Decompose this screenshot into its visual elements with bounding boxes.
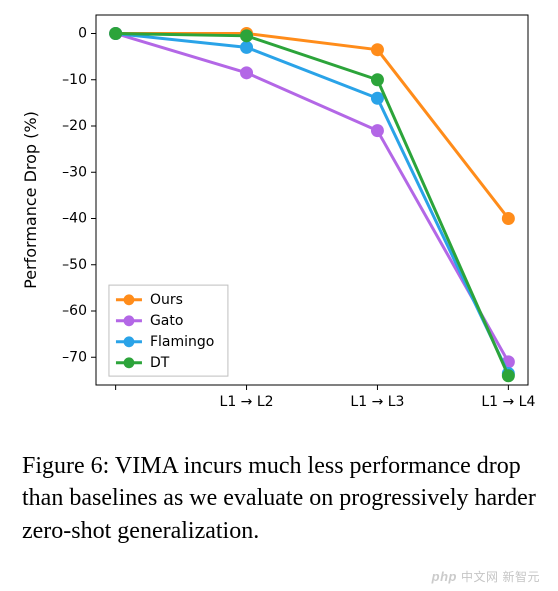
figure-caption: Figure 6: VIMA incurs much less per­form… bbox=[22, 450, 542, 547]
svg-text:L1 → L2: L1 → L2 bbox=[220, 394, 274, 410]
watermark-sub: 新智元 bbox=[502, 568, 540, 585]
performance-drop-chart: 0 –10 –20 –30 –40 –50 –60 –70 Performance Drop (… bbox=[10, 5, 550, 430]
watermark-cn: 中文网 bbox=[461, 568, 499, 585]
svg-text:Performance Drop (%): Performance Drop (%) bbox=[21, 111, 40, 289]
svg-text:L1 → L3: L1 → L3 bbox=[350, 394, 404, 410]
svg-text:–40: –40 bbox=[62, 211, 87, 227]
svg-text:–20: –20 bbox=[62, 118, 87, 134]
svg-text:Ours: Ours bbox=[150, 292, 183, 308]
svg-text:Flamingo: Flamingo bbox=[150, 334, 214, 350]
page: 0 –10 –20 –30 –40 –50 –60 –70 Performance Drop (… bbox=[0, 0, 558, 591]
svg-text:–10: –10 bbox=[62, 72, 87, 88]
svg-text:–50: –50 bbox=[62, 257, 87, 273]
svg-text:–60: –60 bbox=[62, 303, 87, 319]
svg-text:DT: DT bbox=[150, 355, 170, 371]
svg-text:–30: –30 bbox=[62, 164, 87, 180]
svg-text:–70: –70 bbox=[62, 349, 87, 365]
svg-text:L1 → L4: L1 → L4 bbox=[481, 394, 535, 410]
svg-text:0: 0 bbox=[78, 26, 87, 42]
watermark-brand: php bbox=[432, 569, 457, 584]
svg-text:Gato: Gato bbox=[150, 313, 183, 329]
watermark: php 中文网 新智元 bbox=[432, 568, 540, 585]
